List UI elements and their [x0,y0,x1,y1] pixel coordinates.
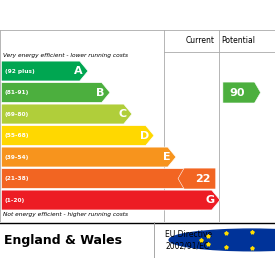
Text: (55-68): (55-68) [5,133,29,138]
Text: EU Directive: EU Directive [165,230,212,239]
Polygon shape [1,147,176,167]
Text: England & Wales: England & Wales [4,234,122,247]
Circle shape [169,229,275,251]
Text: 2002/91/EC: 2002/91/EC [165,242,209,251]
Text: Energy Efficiency Rating: Energy Efficiency Rating [36,8,239,23]
Text: (81-91): (81-91) [5,90,29,95]
Polygon shape [1,104,132,124]
Polygon shape [1,83,110,102]
Text: Very energy efficient - lower running costs: Very energy efficient - lower running co… [3,53,128,58]
Text: (69-80): (69-80) [5,111,29,117]
Text: B: B [96,87,104,98]
Text: D: D [140,131,149,141]
Polygon shape [178,168,216,189]
Polygon shape [223,82,261,103]
Polygon shape [1,190,220,210]
Polygon shape [1,168,198,189]
Text: 90: 90 [230,87,245,98]
Text: 22: 22 [195,174,210,183]
Text: (92 plus): (92 plus) [5,69,34,74]
Text: E: E [163,152,170,162]
Text: Not energy efficient - higher running costs: Not energy efficient - higher running co… [3,212,128,217]
Text: G: G [206,195,215,205]
Text: A: A [74,66,83,76]
Text: Current: Current [185,36,215,45]
Text: F: F [185,174,192,183]
Text: Potential: Potential [222,36,256,45]
Polygon shape [1,61,88,81]
Text: (1-20): (1-20) [5,198,25,203]
Text: C: C [118,109,126,119]
Text: (39-54): (39-54) [5,155,29,159]
Polygon shape [1,126,154,146]
Text: (21-38): (21-38) [5,176,29,181]
